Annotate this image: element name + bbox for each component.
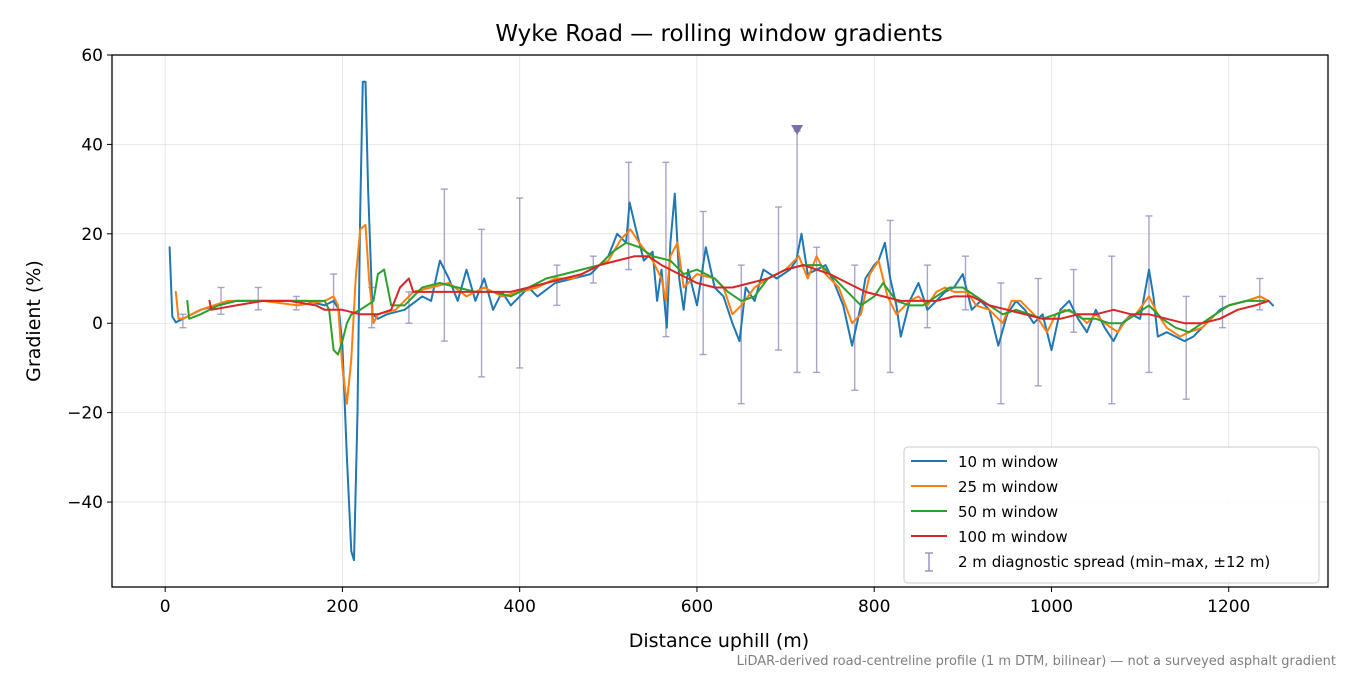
legend: 10 m window 25 m window 50 m window 100 … — [903, 446, 1320, 584]
spread-bar — [1219, 295, 1227, 329]
spread-bar — [553, 264, 561, 307]
spread-bar — [923, 264, 931, 329]
y-tick-label: −40 — [67, 493, 103, 513]
spread-bar — [217, 286, 225, 315]
spread-max-marker — [791, 125, 804, 135]
legend-swatch-spread — [925, 552, 933, 572]
y-tick-label: 0 — [92, 314, 103, 334]
spread-bar — [813, 246, 821, 374]
spread-bar — [851, 264, 859, 391]
y-axis-label: Gradient (%) — [23, 260, 45, 382]
x-tick-label: 200 — [326, 597, 358, 617]
x-tick-label: 800 — [858, 597, 890, 617]
spread-bar — [440, 188, 448, 342]
series-line — [208, 255, 1270, 325]
spread-bar — [292, 295, 300, 311]
spread-bar — [997, 282, 1005, 405]
x-tick-label: 1000 — [1030, 597, 1073, 617]
spread-bar — [589, 255, 597, 284]
y-tick-label: 60 — [81, 46, 103, 66]
chart-title: Wyke Road — rolling window gradients — [495, 21, 942, 47]
spread-bar — [774, 206, 782, 351]
spread-bar — [179, 313, 187, 329]
legend-label-25m: 25 m window — [958, 478, 1058, 496]
spread-bar — [1182, 295, 1190, 400]
x-tick-label: 400 — [503, 597, 535, 617]
spread-bar — [478, 228, 486, 378]
x-tick-label: 600 — [681, 597, 713, 617]
y-tick-label: 20 — [81, 225, 103, 245]
x-axis-label: Distance uphill (m) — [629, 630, 809, 652]
legend-box — [903, 446, 1320, 584]
spread-bar — [699, 210, 707, 356]
plot-frame — [111, 54, 1329, 588]
spread-bar — [516, 197, 524, 369]
spread-bar — [1034, 277, 1042, 387]
y-tick-label: −20 — [67, 404, 103, 424]
spread-bar — [1070, 268, 1078, 333]
x-tick-label: 0 — [160, 597, 171, 617]
spread-bar — [886, 219, 894, 374]
legend-label-spread: 2 m diagnostic spread (min–max, ±12 m) — [958, 553, 1270, 571]
legend-label-10m: 10 m window — [958, 453, 1058, 471]
legend-label-100m: 100 m window — [958, 528, 1068, 546]
x-tick-label: 1200 — [1207, 597, 1250, 617]
spread-bar — [1145, 215, 1153, 374]
y-tick-label: 40 — [81, 135, 103, 155]
footnote: LiDAR-derived road-centreline profile (1… — [737, 654, 1336, 669]
series-line — [186, 241, 1266, 356]
legend-label-50m: 50 m window — [958, 503, 1058, 521]
spread-bar — [254, 286, 262, 311]
spread-bar — [1108, 255, 1116, 405]
series-lines — [168, 80, 1274, 562]
